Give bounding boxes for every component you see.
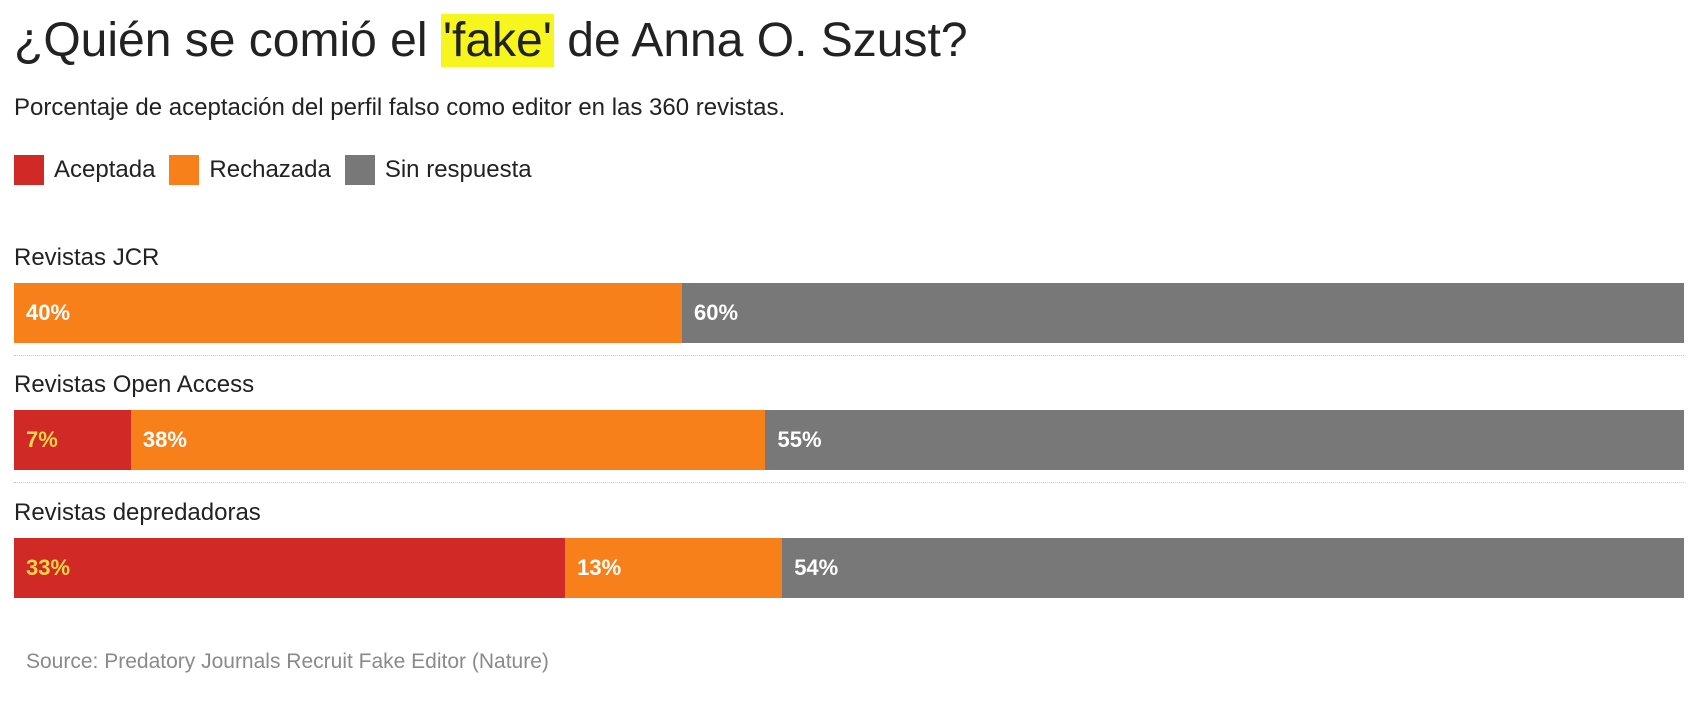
title-after: de Anna O. Szust? [553, 14, 968, 67]
bar-segment-revistas-open-access-sin-respuesta: 55% [765, 410, 1684, 470]
chart-title: ¿Quién se comió el 'fake' de Anna O. Szu… [14, 10, 968, 72]
bar-segment-revistas-depredadoras-sin-respuesta: 54% [782, 538, 1684, 598]
data-label: 60% [694, 300, 739, 325]
bar-segment-revistas-depredadoras-rechazada: 13% [565, 538, 783, 598]
row-divider [14, 355, 1684, 356]
data-label: 38% [142, 427, 187, 452]
row-divider [14, 482, 1684, 483]
title-highlight: 'fake' [440, 14, 554, 67]
chart-legend: Aceptada Rechazada Sin respuesta [14, 155, 546, 185]
category-label-revistas-open-access: Revistas Open Access [14, 371, 255, 398]
category-label-revistas-depredadoras: Revistas depredadoras [14, 499, 261, 526]
legend-item-sin-respuesta: Sin respuesta [344, 155, 532, 185]
data-label: 13% [577, 555, 622, 580]
legend-item-aceptada: Aceptada [14, 155, 155, 185]
bar-revistas-jcr: 40% 60% [14, 283, 1684, 343]
legend-swatch-rechazada [169, 155, 200, 185]
source-note: Source: Predatory Journals Recruit Fake … [26, 650, 549, 673]
legend-label-aceptada: Aceptada [54, 156, 156, 183]
legend-item-rechazada: Rechazada [169, 155, 331, 185]
legend-label-rechazada: Rechazada [209, 156, 331, 183]
title-before: ¿Quién se comió el [14, 14, 441, 67]
data-label: 33% [26, 555, 71, 580]
legend-swatch-sin-respuesta [344, 155, 375, 185]
data-label: 55% [777, 427, 822, 452]
bar-segment-revistas-jcr-rechazada: 40% [14, 283, 682, 343]
category-label-revistas-jcr: Revistas JCR [14, 244, 160, 271]
bar-segment-revistas-open-access-aceptada: 7% [14, 410, 131, 470]
bar-segment-revistas-depredadoras-aceptada: 33% [14, 538, 566, 598]
legend-swatch-aceptada [14, 155, 44, 185]
data-label: 54% [794, 555, 839, 580]
bar-revistas-depredadoras: 33% 13% 54% [14, 538, 1684, 598]
bar-revistas-open-access: 7% 38% 55% [14, 410, 1684, 470]
bar-segment-revistas-open-access-rechazada: 38% [130, 410, 766, 470]
data-label: 40% [26, 300, 71, 325]
bar-segment-revistas-jcr-sin-respuesta: 60% [682, 283, 1684, 343]
chart-subtitle: Porcentaje de aceptación del perfil fals… [14, 94, 786, 121]
data-label: 7% [26, 427, 58, 452]
legend-label-sin-respuesta: Sin respuesta [384, 156, 532, 183]
